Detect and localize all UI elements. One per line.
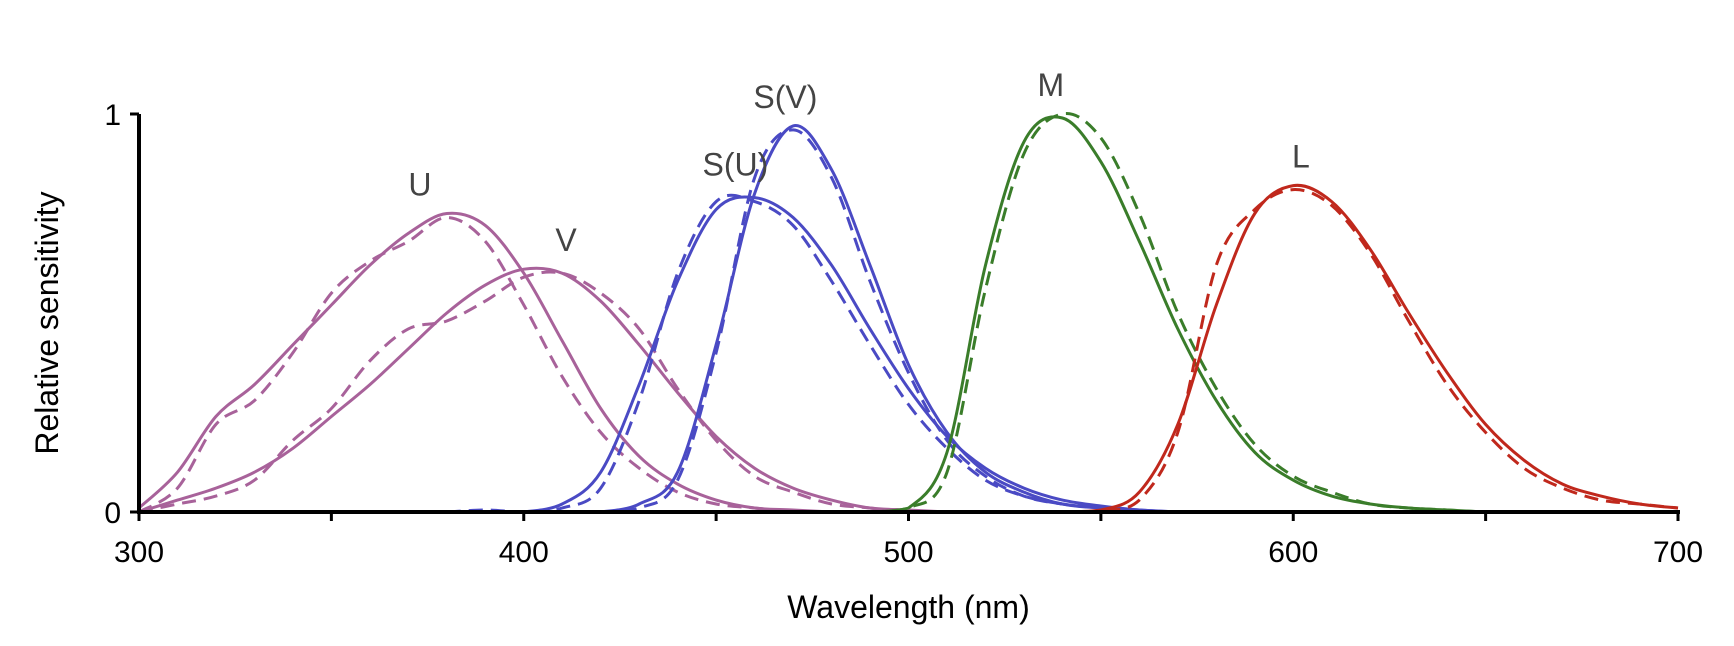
data-point-u-measured-380 — [446, 216, 448, 218]
y-axis-title: Relative sensitivity — [29, 191, 65, 454]
data-point-s-v-measured-430 — [638, 507, 640, 509]
curve-label-s-v: S(V) — [753, 79, 817, 115]
axes-layer — [137, 114, 1680, 514]
data-point-l-measured-680 — [1600, 499, 1602, 501]
data-point-v-measured-470 — [792, 491, 794, 493]
data-point-s-u-measured-440 — [677, 272, 679, 274]
series-line-v — [138, 266, 948, 514]
data-point-m-measured-560 — [1138, 213, 1140, 215]
data-point-m-measured-520 — [984, 288, 986, 290]
data-point-m-measured-570 — [1177, 312, 1179, 314]
ticks-layer: 300 400 500 600 700 0 1 — [104, 99, 1703, 569]
data-point-l-measured-640 — [1446, 384, 1448, 386]
data-point-u-measured-370 — [407, 240, 409, 242]
y-tick-label-1: 1 — [104, 99, 121, 132]
data-point-l-measured-670 — [1562, 487, 1564, 489]
x-axis-title: Wavelength (nm) — [787, 589, 1029, 625]
curve-label-m: M — [1038, 67, 1065, 103]
x-tick-label-500: 500 — [883, 536, 933, 569]
series-line-l-measured — [1062, 188, 1679, 514]
y-tick-label-0: 0 — [104, 497, 121, 530]
data-point-v-measured-460 — [754, 475, 756, 477]
curve-label-v: V — [555, 222, 577, 258]
series-line-u — [137, 211, 832, 514]
x-tick-label-700: 700 — [1653, 536, 1703, 569]
data-point-m-measured-610 — [1331, 491, 1333, 493]
curve-label-l: L — [1292, 139, 1310, 175]
data-point-u-measured-360 — [369, 260, 371, 262]
series-line-m — [869, 115, 1486, 514]
data-point-m-measured-540 — [1061, 113, 1063, 115]
curves-layer — [137, 112, 1679, 514]
series-line-u-measured — [138, 216, 794, 514]
series-line-l — [1062, 183, 1679, 514]
data-point-m-measured-600 — [1292, 475, 1294, 477]
curve-label-u: U — [408, 167, 431, 203]
curve-labels-layer: U V S(U) S(V) M L — [408, 67, 1310, 258]
x-tick-label-300: 300 — [114, 536, 164, 569]
series-line-m-measured — [869, 112, 1486, 514]
data-point-v-measured-420 — [600, 292, 602, 294]
x-tick-label-600: 600 — [1268, 536, 1318, 569]
x-tick-label-400: 400 — [499, 536, 549, 569]
series-line-s-u — [523, 195, 1178, 514]
series-line-v-measured — [138, 270, 909, 514]
data-point-s-u-measured-490 — [869, 344, 871, 346]
series-line-s-u-measured — [446, 193, 1140, 514]
series-line-s-v-measured — [600, 128, 1140, 514]
data-point-v-measured-310 — [176, 503, 178, 505]
curve-label-s-u: S(U) — [702, 147, 768, 183]
